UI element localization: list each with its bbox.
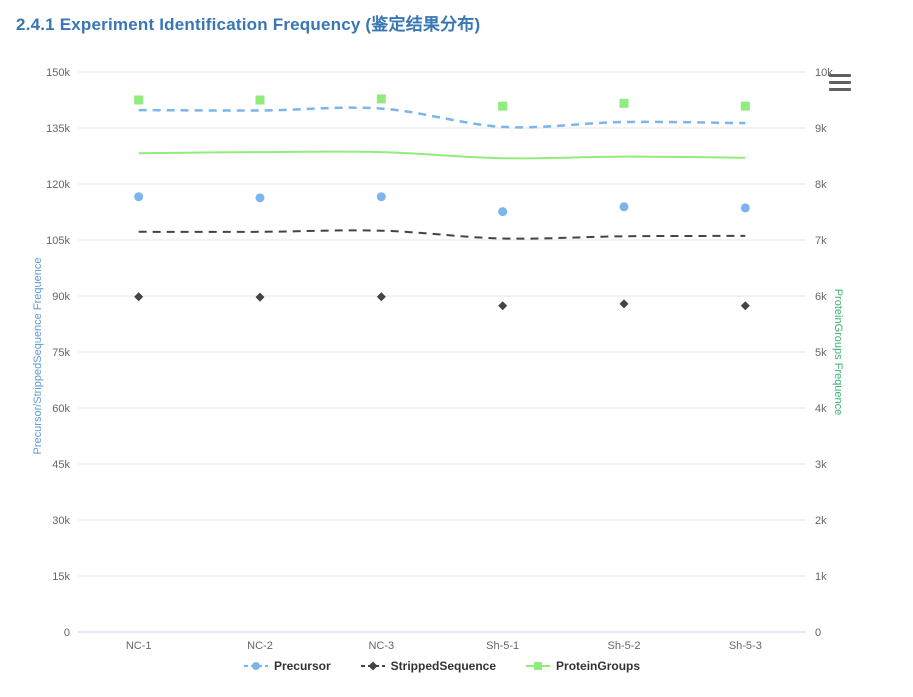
x-axis-label: NC-3 (368, 640, 394, 652)
left-y-tick-label: 90k (52, 291, 70, 303)
precursor-legend-marker-icon (243, 660, 268, 672)
point-proteingroups-NC-1[interactable] (134, 95, 144, 105)
chart-legend: Precursor StrippedSequence ProteinGroups (78, 659, 806, 673)
legend-item-precursor[interactable]: Precursor (243, 659, 331, 673)
right-y-tick-label: 3k (815, 459, 827, 471)
chart-context-menu-button[interactable] (829, 74, 851, 91)
hamburger-menu-icon (829, 88, 851, 91)
left-y-tick-label: 75k (52, 347, 70, 359)
point-strippedsequence-Sh-5-1[interactable] (498, 301, 508, 311)
x-axis-label: Sh-5-2 (607, 640, 640, 652)
left-y-tick-label: 30k (52, 515, 70, 527)
left-y-tick-label: 15k (52, 571, 70, 583)
left-y-tick-label: 105k (46, 235, 70, 247)
hamburger-menu-icon (829, 74, 851, 77)
point-precursor-NC-1[interactable] (134, 192, 144, 202)
right-y-tick-label: 8k (815, 179, 827, 191)
point-strippedsequence-Sh-5-2[interactable] (619, 299, 629, 309)
right-y-tick-label: 2k (815, 515, 827, 527)
legend-item-proteingroups[interactable]: ProteinGroups (526, 659, 640, 673)
point-proteingroups-Sh-5-1[interactable] (498, 101, 508, 111)
point-precursor-NC-2[interactable] (255, 193, 265, 203)
point-strippedsequence-Sh-5-3[interactable] (740, 301, 750, 311)
x-axis-label: NC-2 (247, 640, 273, 652)
legend-label: StrippedSequence (390, 659, 497, 673)
right-y-tick-label: 10k (815, 67, 833, 79)
right-y-tick-label: 5k (815, 347, 827, 359)
right-y-tick-label: 4k (815, 403, 827, 415)
proteingroups-legend-marker-icon (526, 660, 551, 672)
series-line-precursor (138, 106, 746, 129)
point-precursor-Sh-5-1[interactable] (498, 207, 508, 217)
left-y-tick-label: 135k (46, 123, 70, 135)
point-strippedsequence-NC-2[interactable] (255, 292, 265, 302)
left-y-tick-label: 0 (64, 627, 70, 639)
point-proteingroups-Sh-5-3[interactable] (740, 101, 750, 111)
series-line-strippedsequence (138, 229, 746, 240)
point-proteingroups-NC-2[interactable] (255, 95, 265, 105)
hamburger-menu-icon (829, 81, 851, 84)
legend-label: ProteinGroups (556, 659, 641, 673)
point-proteingroups-NC-3[interactable] (376, 94, 386, 104)
x-axis-label: Sh-5-3 (729, 640, 762, 652)
x-axis-label: NC-1 (126, 640, 152, 652)
right-y-tick-label: 7k (815, 235, 827, 247)
right-y-tick-label: 9k (815, 123, 827, 135)
left-y-tick-label: 60k (52, 403, 70, 415)
point-strippedsequence-NC-1[interactable] (134, 292, 144, 302)
right-y-tick-label: 6k (815, 291, 827, 303)
legend-item-strippedsequence[interactable]: StrippedSequence (360, 659, 497, 673)
x-axis-label: Sh-5-1 (486, 640, 519, 652)
point-proteingroups-Sh-5-2[interactable] (619, 98, 629, 108)
left-y-tick-label: 150k (46, 67, 70, 79)
point-precursor-NC-3[interactable] (376, 192, 386, 202)
point-strippedsequence-NC-3[interactable] (376, 292, 386, 302)
left-y-tick-label: 45k (52, 459, 70, 471)
series-line-proteingroups (138, 150, 746, 160)
right-y-tick-label: 0 (815, 627, 821, 639)
point-precursor-Sh-5-2[interactable] (619, 202, 629, 212)
point-precursor-Sh-5-3[interactable] (740, 203, 750, 213)
left-y-tick-label: 120k (46, 179, 70, 191)
section-title: 2.4.1 Experiment Identification Frequenc… (16, 15, 481, 34)
legend-label: Precursor (273, 659, 331, 673)
right-y-tick-label: 1k (815, 571, 827, 583)
strippedsequence-legend-marker-icon (360, 660, 385, 672)
